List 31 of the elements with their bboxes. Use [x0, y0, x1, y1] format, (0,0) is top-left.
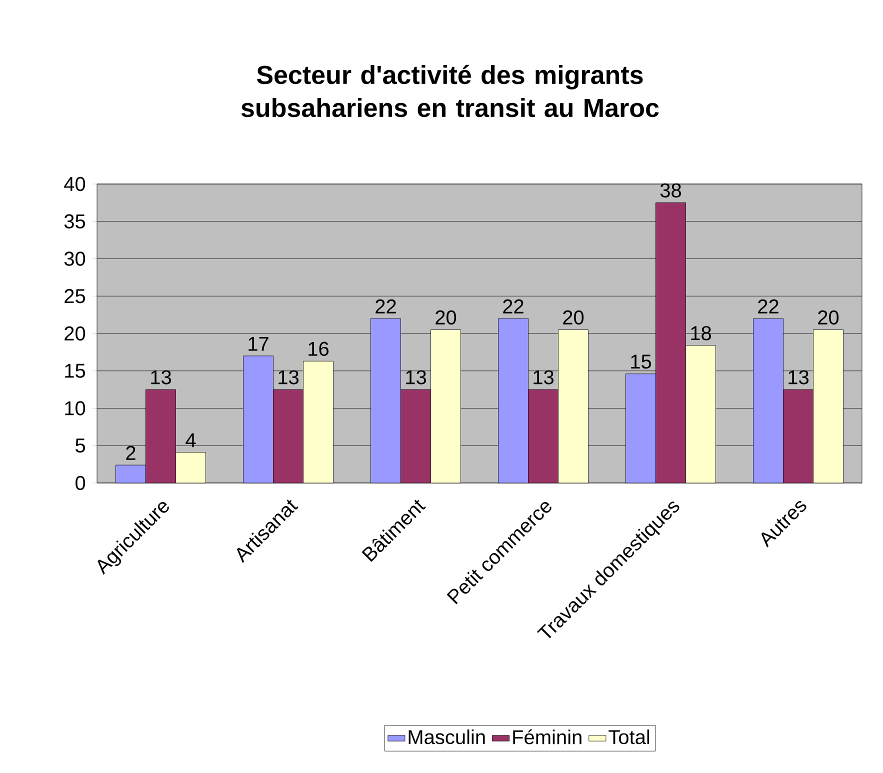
data-label: 38 [660, 183, 682, 198]
data-label: 2 [126, 446, 136, 460]
data-label: 13 [278, 370, 298, 384]
y-tick-label: 5 [76, 438, 86, 453]
data-label: 22 [376, 299, 396, 314]
data-label: 13 [534, 370, 554, 384]
y-tick-label: 15 [65, 364, 86, 378]
data-label: 16 [308, 342, 328, 356]
y-tick-label: 20 [64, 326, 86, 341]
data-label: 13 [151, 370, 171, 384]
legend-label: Masculin [408, 729, 485, 744]
y-tick-label: 0 [76, 476, 86, 490]
legend-label: Féminin [513, 729, 582, 744]
y-tick-label: 30 [64, 252, 86, 266]
y-tick-label: 35 [64, 214, 86, 228]
data-label: 20 [436, 310, 456, 325]
data-label: 4 [186, 433, 196, 448]
chart-title: Secteur d'activité des migrants subsahariens en transit au Maroc [241, 64, 659, 118]
data-label: 15 [631, 354, 652, 369]
legend-label: Total [608, 729, 650, 744]
data-label: 18 [691, 326, 712, 340]
data-label: 13 [788, 370, 808, 384]
data-label: 17 [248, 336, 268, 351]
data-label: 22 [758, 299, 778, 314]
data-label: 20 [563, 310, 584, 325]
y-tick-label: 40 [64, 176, 86, 192]
y-tick-label: 25 [64, 289, 86, 304]
data-label: 20 [818, 310, 839, 325]
data-label: 13 [406, 370, 426, 384]
y-tick-label: 10 [65, 401, 86, 416]
data-label: 22 [503, 299, 524, 314]
